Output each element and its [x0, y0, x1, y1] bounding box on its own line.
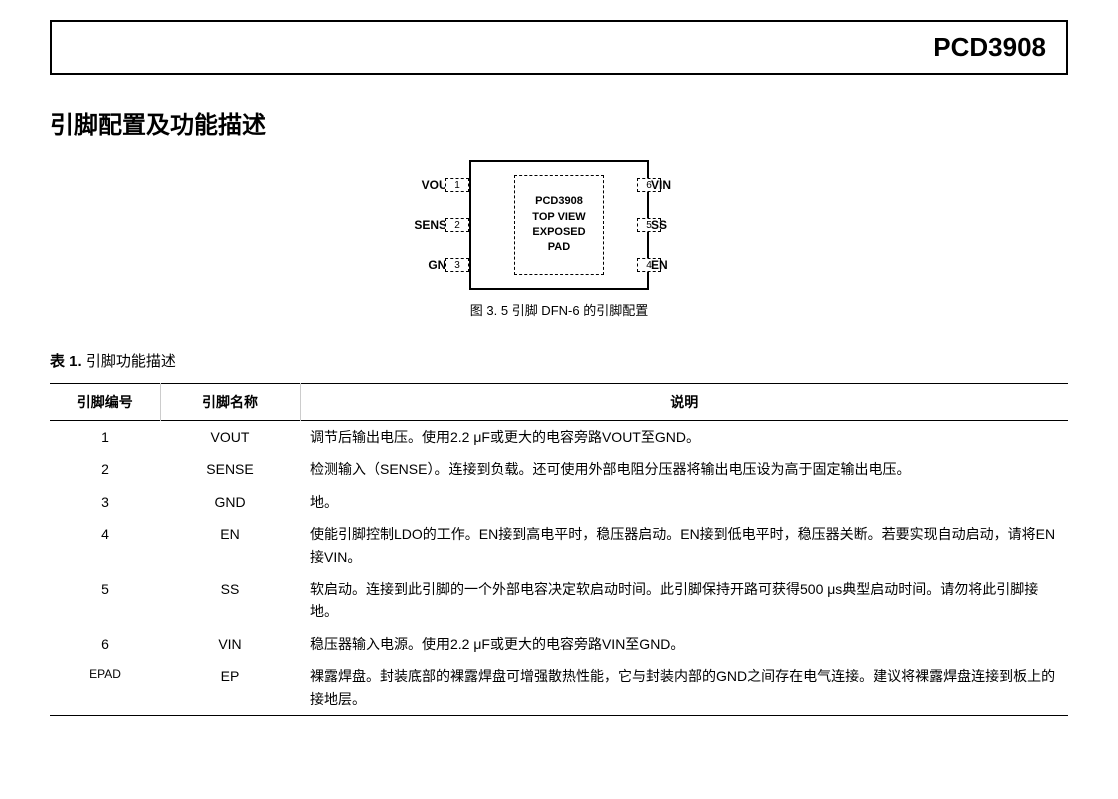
- cell-desc: 稳压器输入电源。使用2.2 μF或更大的电容旁路VIN至GND。: [300, 628, 1068, 660]
- exposed-pad: PCD3908 TOP VIEW EXPOSED PAD: [514, 175, 604, 275]
- cell-name: VOUT: [160, 421, 300, 454]
- cell-num: 6: [50, 628, 160, 660]
- col-header-desc: 说明: [300, 384, 1068, 421]
- section-title: 引脚配置及功能描述: [50, 105, 1068, 140]
- table-row: 1 VOUT 调节后输出电压。使用2.2 μF或更大的电容旁路VOUT至GND。: [50, 421, 1068, 454]
- chip-label-part: PCD3908: [535, 194, 583, 209]
- pinout-diagram-container: PCD3908 TOP VIEW EXPOSED PAD VOUT 1 SENS…: [50, 160, 1068, 320]
- cell-num: 4: [50, 518, 160, 573]
- col-header-num: 引脚编号: [50, 384, 160, 421]
- cell-desc: 使能引脚控制LDO的工作。EN接到高电平时，稳压器启动。EN接到低电平时，稳压器…: [300, 518, 1068, 573]
- cell-desc: 软启动。连接到此引脚的一个外部电容决定软启动时间。此引脚保持开路可获得500 μ…: [300, 573, 1068, 628]
- table-title: 表 1. 引脚功能描述: [50, 350, 1068, 371]
- pin-5-label: SS: [651, 218, 695, 232]
- cell-name: EP: [160, 660, 300, 715]
- pin-1: VOUT 1: [411, 178, 469, 192]
- pin-2: SENSE 2: [411, 218, 469, 232]
- cell-name: GND: [160, 486, 300, 518]
- table-title-prefix: 表 1.: [50, 353, 86, 370]
- pin-3-num: 3: [445, 258, 469, 272]
- pin-3: GND 3: [411, 258, 469, 272]
- pin-6-label: VIN: [651, 178, 695, 192]
- cell-num: 2: [50, 453, 160, 485]
- cell-desc: 检测输入（SENSE）。连接到负载。还可使用外部电阻分压器将输出电压设为高于固定…: [300, 453, 1068, 485]
- table-body: 1 VOUT 调节后输出电压。使用2.2 μF或更大的电容旁路VOUT至GND。…: [50, 421, 1068, 716]
- part-number: PCD3908: [933, 32, 1046, 62]
- chip-label-exposed: EXPOSED: [532, 225, 585, 240]
- table-title-text: 引脚功能描述: [86, 353, 176, 370]
- cell-name: SS: [160, 573, 300, 628]
- cell-name: EN: [160, 518, 300, 573]
- cell-desc: 裸露焊盘。封装底部的裸露焊盘可增强散热性能，它与封装内部的GND之间存在电气连接…: [300, 660, 1068, 715]
- cell-desc: 调节后输出电压。使用2.2 μF或更大的电容旁路VOUT至GND。: [300, 421, 1068, 454]
- table-row: 4 EN 使能引脚控制LDO的工作。EN接到高电平时，稳压器启动。EN接到低电平…: [50, 518, 1068, 573]
- cell-name: SENSE: [160, 453, 300, 485]
- pin-6: 6 VIN: [637, 178, 695, 192]
- table-row: 5 SS 软启动。连接到此引脚的一个外部电容决定软启动时间。此引脚保持开路可获得…: [50, 573, 1068, 628]
- pin-2-num: 2: [445, 218, 469, 232]
- chip-label-view: TOP VIEW: [532, 210, 585, 225]
- table-row: 2 SENSE 检测输入（SENSE）。连接到负载。还可使用外部电阻分压器将输出…: [50, 453, 1068, 485]
- chip-diagram: PCD3908 TOP VIEW EXPOSED PAD VOUT 1 SENS…: [469, 160, 649, 319]
- cell-name: VIN: [160, 628, 300, 660]
- table-header-row: 引脚编号 引脚名称 说明: [50, 384, 1068, 421]
- cell-num: 5: [50, 573, 160, 628]
- pin-function-table: 引脚编号 引脚名称 说明 1 VOUT 调节后输出电压。使用2.2 μF或更大的…: [50, 383, 1068, 716]
- pin-4: 4 EN: [637, 258, 695, 272]
- pin-1-num: 1: [445, 178, 469, 192]
- col-header-name: 引脚名称: [160, 384, 300, 421]
- table-row: 6 VIN 稳压器输入电源。使用2.2 μF或更大的电容旁路VIN至GND。: [50, 628, 1068, 660]
- header-box: PCD3908: [50, 20, 1068, 75]
- cell-num: 3: [50, 486, 160, 518]
- chip-label-pad: PAD: [548, 240, 570, 255]
- chip-body: PCD3908 TOP VIEW EXPOSED PAD VOUT 1 SENS…: [469, 160, 649, 290]
- pin-4-label: EN: [651, 258, 695, 272]
- table-row: EPAD EP 裸露焊盘。封装底部的裸露焊盘可增强散热性能，它与封装内部的GND…: [50, 660, 1068, 715]
- pin-5: 5 SS: [637, 218, 695, 232]
- cell-num: 1: [50, 421, 160, 454]
- cell-desc: 地。: [300, 486, 1068, 518]
- figure-caption: 图 3. 5 引脚 DFN-6 的引脚配置: [469, 300, 649, 319]
- table-row: 3 GND 地。: [50, 486, 1068, 518]
- cell-num: EPAD: [50, 660, 160, 715]
